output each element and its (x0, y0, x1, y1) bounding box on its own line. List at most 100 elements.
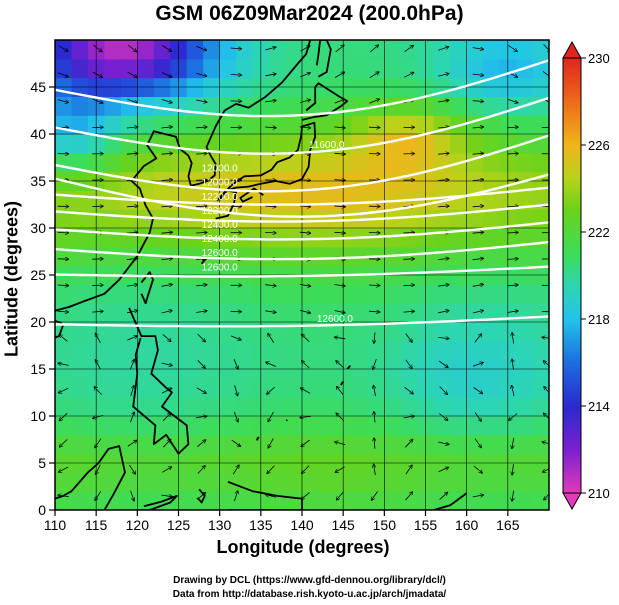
coastline (227, 480, 303, 510)
field-cell (186, 40, 204, 60)
field-cell (104, 209, 122, 229)
wind-arrow (439, 492, 448, 500)
wind-arrow (509, 413, 518, 421)
field-cell (186, 472, 204, 492)
field-cell (219, 40, 237, 60)
field-cell (252, 134, 270, 154)
field-cell (120, 58, 138, 79)
field-cell (104, 246, 122, 267)
wind-arrow (161, 495, 173, 497)
wind-arrow (58, 45, 69, 52)
field-cell (285, 190, 303, 210)
field-cell (236, 397, 254, 417)
field-cell (400, 378, 418, 398)
field-cell (252, 115, 270, 135)
field-cell (252, 209, 270, 229)
wind-arrow (92, 98, 103, 103)
field-cell (384, 115, 402, 135)
field-cell (384, 284, 402, 304)
field-cell (186, 340, 204, 361)
field-cell (170, 378, 188, 398)
field-cell (219, 77, 237, 97)
field-cell (71, 190, 89, 210)
wind-arrow (299, 206, 311, 207)
field-cell (203, 40, 221, 60)
field-cell (516, 77, 534, 97)
wind-arrow (439, 386, 448, 395)
height-contour (55, 173, 549, 218)
field-cell (302, 491, 320, 510)
field-cell (252, 96, 270, 116)
wind-arrow (196, 285, 207, 286)
field-cell (318, 472, 336, 492)
field-cell (367, 416, 385, 436)
field-cell (252, 303, 270, 323)
field-cell (532, 416, 549, 436)
wind-arrow (474, 334, 482, 343)
field-cell (219, 115, 237, 135)
field-cell (71, 96, 89, 116)
field-cell (269, 303, 287, 323)
field-cell (186, 77, 204, 97)
field-cell (466, 209, 484, 229)
x-tick-label: 155 (414, 517, 438, 533)
field-cell (137, 40, 155, 60)
field-cell (120, 115, 138, 135)
field-cell (351, 397, 369, 417)
wind-arrow (439, 413, 448, 421)
wind-arrow (507, 153, 518, 154)
colorbar-tick-label: 226 (588, 138, 610, 153)
wind-arrow (126, 206, 138, 207)
coastline (346, 365, 351, 370)
field-cell (153, 40, 171, 60)
field-cell (269, 416, 287, 436)
x-axis-ticks: 110 115 120 125 130 135 140 145 150 155 160 165 (44, 510, 520, 533)
wind-arrow (472, 153, 484, 154)
field-cell (55, 40, 73, 60)
field-cell (285, 491, 303, 510)
field-cell (351, 190, 369, 210)
field-cell (104, 340, 122, 361)
field-cell (417, 115, 435, 135)
wind-arrow (334, 285, 345, 287)
colorbar-tick-label: 230 (588, 51, 610, 66)
wind-arrow (405, 333, 413, 343)
field-cell (318, 303, 336, 323)
wind-arrow (58, 466, 69, 472)
wind-arrow (438, 180, 449, 181)
field-cell (170, 340, 188, 361)
field-cell (367, 190, 385, 210)
wind-arrow (336, 491, 344, 500)
wind-arrow (129, 464, 135, 474)
y-tick-label: 30 (30, 220, 46, 236)
field-cell (532, 77, 549, 97)
wind-arrow (544, 493, 549, 500)
wind-arrow (301, 361, 310, 369)
coastline (215, 189, 237, 220)
wind-arrow (472, 180, 484, 181)
height-contour (55, 59, 549, 118)
field-cell (499, 284, 517, 304)
field-cell (450, 58, 468, 79)
wind-arrow (507, 180, 518, 181)
field-cell (532, 434, 549, 455)
field-cell (153, 434, 171, 455)
field-cell (302, 284, 320, 304)
field-cell (433, 209, 451, 229)
field-cell (400, 152, 418, 173)
field-cell (55, 340, 73, 361)
field-cell (252, 228, 270, 248)
field-cell (351, 322, 369, 342)
field-cell (384, 416, 402, 436)
wind-arrow (267, 386, 276, 394)
field-cell (285, 303, 303, 323)
field-cell (516, 246, 534, 267)
wind-arrow (334, 153, 345, 154)
wind-arrow (265, 100, 276, 101)
field-cell (499, 190, 517, 210)
field-cell (450, 472, 468, 492)
field-cell (236, 303, 254, 323)
field-cell (516, 397, 534, 417)
field-cell (236, 246, 254, 267)
field-cell (285, 397, 303, 417)
